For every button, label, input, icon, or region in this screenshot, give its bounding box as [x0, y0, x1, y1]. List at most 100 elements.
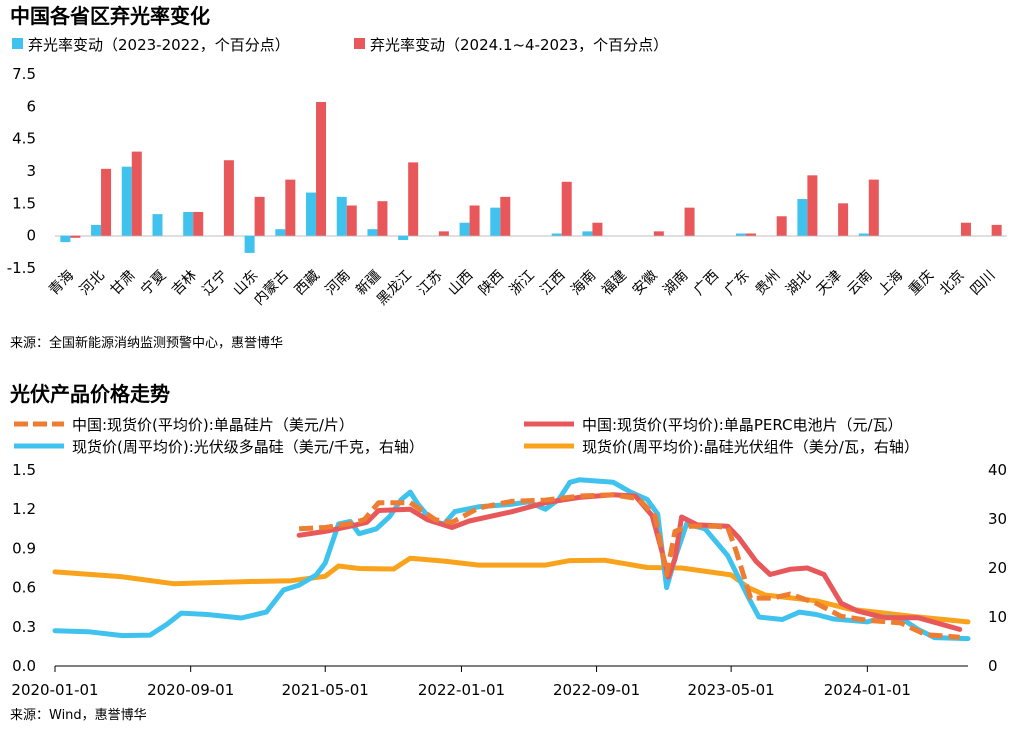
bar-category-label: 宁夏	[137, 267, 169, 299]
bar-2024-16	[561, 181, 572, 236]
legend-label-module: 现货价(周平均价):晶硅光伏组件（美分/瓦，右轴）	[582, 438, 919, 456]
bar-2024-19	[653, 231, 664, 236]
bar-category-label: 山西	[445, 268, 476, 299]
bar-y-tick-label: 1.5	[12, 194, 36, 212]
bar-2023-10	[367, 229, 378, 236]
line-marks	[52, 477, 971, 642]
bar-2023-26	[858, 233, 869, 236]
bar-marks	[60, 102, 1002, 253]
bar-category-label: 重庆	[906, 268, 937, 299]
legend-label-cell: 中国:现货价(平均价):单晶PERC电池片（元/瓦）	[582, 416, 903, 434]
legend-label-polysilicon: 现货价(周平均价):光伏级多晶硅（美元/千克，右轴）	[72, 438, 424, 456]
bar-2024-9	[346, 205, 357, 236]
bar-y-tick-label: -1.5	[7, 259, 36, 277]
line-legend: 中国:现货价(平均价):单晶硅片（美元/片） 中国:现货价(平均价):单晶PER…	[14, 416, 919, 456]
left-y-tick-label: 0.3	[12, 618, 36, 636]
bar-2024-12	[438, 231, 449, 236]
bar-2024-13	[469, 205, 480, 236]
right-y-tick-label: 0	[988, 657, 998, 675]
bar-category-label: 吉林	[169, 268, 200, 299]
bar-y-axis: 7.5 6 4.5 3 1.5 0 -1.5	[7, 65, 36, 277]
bar-2024-24	[807, 175, 818, 236]
bar-category-label: 西藏	[292, 268, 323, 299]
x-tick-label: 2021-05-01	[282, 681, 369, 699]
bar-source-note: 来源：全国新能源消纳监测预警中心，惠誉博华	[10, 335, 283, 351]
bar-category-label: 天津	[814, 268, 845, 299]
right-y-tick-label: 40	[988, 461, 1007, 479]
bar-2023-17	[582, 231, 593, 236]
bar-2023-1	[91, 224, 102, 236]
bar-2023-4	[183, 211, 194, 236]
bar-2023-24	[797, 199, 808, 236]
line-axes: 1.5 1.2 0.9 0.6 0.3 0.0 40 30 20 10 0 2020-01-01 202…	[11, 461, 1007, 699]
bar-2024-23	[776, 216, 787, 236]
bar-2024-25	[838, 203, 849, 236]
bar-y-tick-label: 6	[26, 97, 36, 115]
bar-2023-3	[152, 214, 163, 236]
bar-2024-14	[500, 196, 511, 236]
bar-2023-22	[735, 233, 746, 236]
bar-2023-2	[121, 166, 132, 236]
bar-2023-6	[244, 235, 255, 253]
bar-2024-2	[131, 151, 142, 236]
bar-category-label: 辽宁	[199, 267, 231, 299]
left-y-tick-label: 1.2	[12, 500, 36, 518]
bar-category-label: 陕西	[476, 268, 507, 299]
bar-category-label: 河南	[322, 268, 353, 299]
bar-2024-20	[684, 207, 695, 236]
bar-category-label: 江苏	[415, 268, 446, 299]
left-y-tick-label: 0.0	[12, 657, 36, 675]
bar-category-label: 河北	[77, 268, 108, 299]
bar-chart-title: 中国各省区弃光率变化	[10, 4, 210, 28]
bar-2023-8	[306, 192, 317, 236]
bar-category-label: 广东	[722, 268, 753, 299]
x-tick-label: 2022-01-01	[418, 681, 505, 699]
bar-category-label: 甘肃	[107, 268, 138, 299]
bar-category-label: 广西	[691, 268, 722, 299]
right-y-tick-label: 20	[988, 559, 1007, 577]
bar-2024-30	[991, 224, 1002, 236]
bar-2023-9	[336, 196, 347, 236]
bar-category-label: 安徽	[630, 268, 661, 299]
bar-category-label: 内蒙古	[251, 268, 292, 309]
bar-2024-0	[70, 235, 81, 238]
bar-category-label: 青海	[46, 268, 77, 299]
bar-2024-8	[316, 102, 327, 236]
bar-category-label: 贵州	[752, 268, 783, 299]
bar-2024-17	[592, 222, 603, 236]
bar-2024-29	[960, 222, 971, 236]
bar-category-label: 浙江	[507, 268, 538, 299]
bar-2024-10	[377, 201, 388, 236]
x-tick-label: 2022-09-01	[553, 681, 640, 699]
legend-swatch-2024	[354, 38, 365, 49]
bar-category-label: 黑龙江	[374, 268, 415, 309]
x-tick-label: 2020-09-01	[147, 681, 234, 699]
left-y-tick-label: 0.9	[12, 539, 36, 557]
right-y-tick-label: 30	[988, 510, 1007, 528]
bar-2023-0	[60, 235, 71, 243]
bar-category-label: 海南	[568, 268, 599, 299]
x-tick-label: 2020-01-01	[11, 681, 98, 699]
x-tick-label: 2024-01-01	[824, 681, 911, 699]
bar-category-label: 江西	[537, 268, 568, 299]
bar-y-tick-label: 4.5	[12, 130, 36, 148]
bar-2024-22	[745, 233, 756, 236]
bar-2024-11	[408, 162, 419, 236]
line-source-note: 来源：Wind，惠誉博华	[10, 708, 147, 723]
bar-2023-11	[398, 235, 409, 240]
left-y-tick-label: 1.5	[12, 461, 36, 479]
bar-2023-16	[551, 233, 562, 236]
bar-category-label: 上海	[875, 268, 906, 299]
bar-2024-6	[254, 196, 265, 236]
bar-2023-13	[459, 222, 470, 236]
bar-2024-26	[868, 179, 879, 236]
bar-category-label: 云南	[845, 268, 876, 299]
legend-swatch-2023	[12, 38, 23, 49]
left-y-tick-label: 0.6	[12, 579, 36, 597]
bar-y-tick-label: 0	[26, 227, 36, 245]
bar-category-label: 湖北	[783, 268, 814, 299]
x-tick-label: 2023-05-01	[688, 681, 775, 699]
legend-label-2023: 弃光率变动（2023-2022，个百分点）	[28, 36, 290, 54]
